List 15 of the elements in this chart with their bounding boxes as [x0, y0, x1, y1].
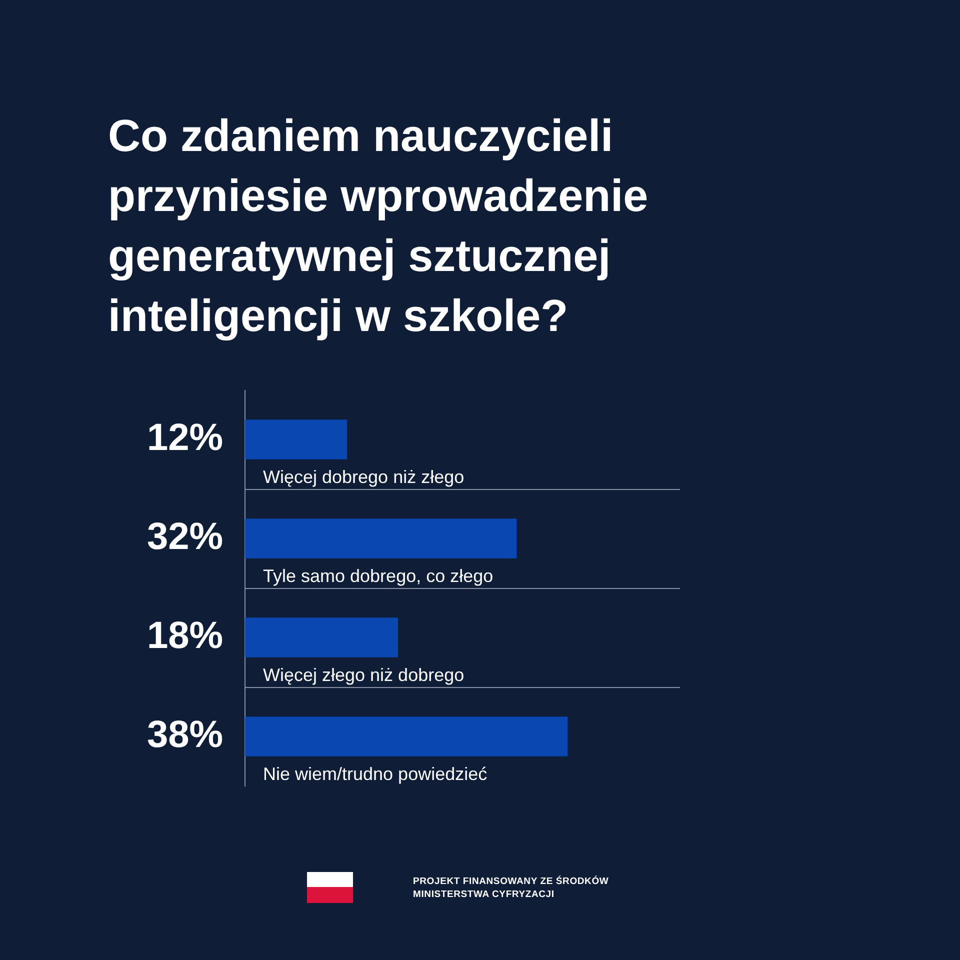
chart-title: Co zdaniem nauczycieli przyniesie wprowadzenie generatywnej sztucznej inteligencji w szkole?: [108, 109, 650, 343]
y-tick-label: Nie wiem/trudno powiedzieć: [263, 764, 488, 784]
bar: [245, 716, 568, 756]
y-tick-label: Tyle samo dobrego, co złego: [263, 566, 494, 586]
y-tick-label: Więcej dobrego niż złego: [263, 466, 464, 487]
data-label: 32%: [146, 516, 223, 558]
data-label: 38%: [146, 714, 223, 756]
text: MINISTERSTWA CYFRYZACJI: [413, 888, 556, 901]
y-tick-label: Więcej złego niż dobrego: [263, 664, 464, 685]
bar: [245, 618, 398, 658]
text: PROJEKT FINANSOWANY ZE ŚRODKÓW: [413, 875, 609, 888]
bar: [245, 420, 348, 460]
data-label: 12%: [146, 416, 223, 459]
bar: [245, 518, 517, 558]
data-label: 18%: [146, 614, 223, 657]
